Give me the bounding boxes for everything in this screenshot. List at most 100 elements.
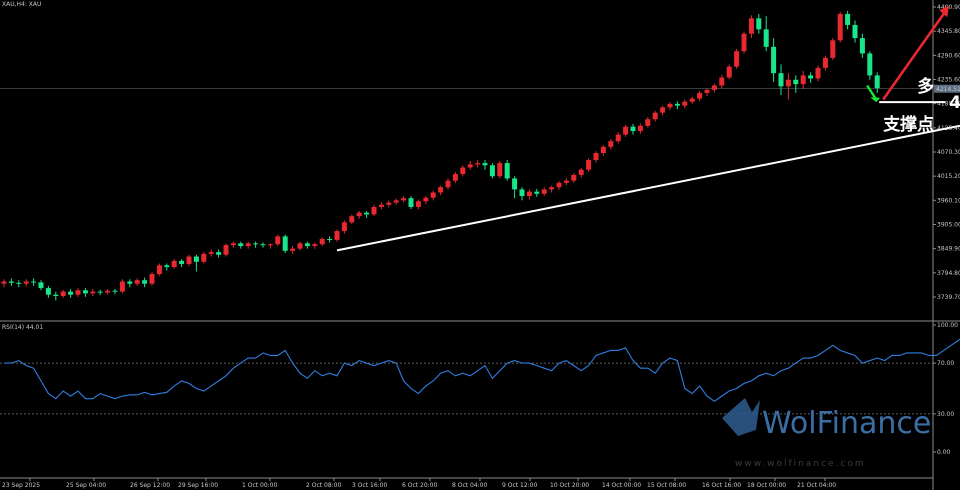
watermark-site: www.wolfinance.com — [735, 459, 866, 469]
candle-body — [608, 141, 614, 147]
candle-body — [201, 253, 207, 262]
rsi-tick-label: 0.00 — [937, 449, 951, 456]
price-tick-label: 3960.10 — [937, 197, 960, 204]
candle-body — [748, 18, 754, 34]
candle-body — [637, 125, 643, 132]
time-tick-label: 9 Oct 12:00 — [502, 482, 537, 489]
time-tick-label: 21 Oct 04:00 — [797, 482, 836, 489]
support-caption: 支撑点 — [883, 114, 934, 135]
candle-body — [267, 244, 273, 246]
time-tick-label: 23 Sep 2025 — [2, 482, 40, 489]
candle-body — [290, 248, 296, 251]
time-tick-label: 18 Oct 00:00 — [747, 482, 786, 489]
candle-body — [645, 119, 651, 126]
time-tick-label: 16 Oct 16:00 — [702, 482, 741, 489]
price-tick-label: 4235.60 — [937, 77, 960, 84]
watermark-brand: WolFinance — [762, 406, 931, 441]
candle-body — [652, 112, 658, 120]
candle-body — [512, 178, 518, 190]
candle-body — [467, 164, 473, 168]
price-tick-label: 3794.80 — [937, 270, 960, 277]
candle-body — [674, 103, 680, 106]
pullback-arrow — [866, 84, 878, 101]
support-trendline — [336, 124, 960, 252]
candle-body — [460, 167, 466, 175]
bias-label: 多 — [917, 76, 934, 97]
candle-body — [60, 291, 66, 296]
candle-body — [489, 165, 495, 177]
pullback-arrowhead — [870, 97, 881, 103]
current-price-tag-label: 4214.51 — [936, 86, 960, 93]
candle-body — [519, 189, 525, 196]
candle-body — [364, 212, 370, 215]
rsi-tick-label: 30.00 — [937, 411, 954, 418]
candle-body — [327, 238, 333, 240]
rsi-tick-label: 70.00 — [937, 360, 954, 367]
candle-body — [171, 260, 177, 268]
candle-body — [105, 290, 111, 293]
candle-body — [186, 256, 192, 264]
candle-body — [75, 290, 81, 295]
price-tick-label: 4070.30 — [937, 149, 960, 156]
candle-body — [31, 281, 37, 283]
candle-body — [230, 243, 236, 246]
candle-body — [423, 197, 429, 202]
rsi-title: RSI(14) 44.01 — [2, 324, 43, 331]
candle-body — [837, 13, 843, 41]
time-tick-label: 2 Oct 08:00 — [306, 482, 341, 489]
price-tick-label: 4345.80 — [937, 28, 960, 35]
candle-body — [349, 216, 355, 223]
candle-body — [822, 57, 828, 68]
time-tick-label: 3 Oct 16:00 — [352, 482, 387, 489]
candle-body — [45, 288, 51, 295]
candle-body — [563, 180, 569, 183]
candle-body — [726, 66, 732, 78]
time-tick-label: 8 Oct 04:00 — [452, 482, 487, 489]
candle-body — [393, 200, 399, 203]
time-tick-label: 6 Oct 20:00 — [402, 482, 437, 489]
candle-body — [341, 222, 347, 232]
candle-body — [23, 281, 29, 284]
candle-body — [578, 169, 584, 175]
candle-body — [556, 182, 562, 188]
candle-body — [127, 281, 133, 284]
candle-body — [859, 38, 865, 54]
candle-body — [586, 160, 592, 170]
candle-body — [408, 198, 414, 207]
price-tick-label: 3905.00 — [937, 222, 960, 229]
candle-body — [378, 204, 384, 207]
time-tick-label: 25 Sep 04:00 — [66, 482, 106, 489]
candle-body — [208, 252, 214, 254]
candle-body — [156, 265, 162, 275]
candle-body — [704, 89, 710, 93]
rsi-tick-label: 100.00 — [937, 322, 958, 329]
candle-body — [600, 146, 606, 154]
candle-body — [238, 243, 244, 246]
candle-body — [771, 46, 777, 74]
time-tick-label: 14 Oct 00:00 — [602, 482, 641, 489]
candle-body — [53, 294, 59, 296]
candle-body — [800, 75, 806, 85]
candle-body — [808, 75, 814, 79]
time-tick-label: 26 Sep 12:00 — [130, 482, 170, 489]
price-tick-label: 4290.60 — [937, 52, 960, 59]
candle-body — [793, 79, 799, 85]
candle-body — [697, 92, 703, 99]
candle-body — [68, 291, 74, 295]
current-price-tag — [934, 84, 960, 93]
candle-body — [430, 192, 436, 198]
candle-body — [8, 281, 14, 283]
candle-body — [534, 191, 540, 194]
candle-body — [438, 187, 444, 193]
candle-body — [763, 29, 769, 47]
candle-body — [193, 256, 199, 262]
candle-body — [38, 282, 44, 289]
candle-body — [386, 202, 392, 205]
candle-body — [415, 201, 421, 207]
candle-body — [16, 282, 22, 284]
candle-body — [312, 244, 318, 246]
chart-title: XAU,H4: XAU — [2, 1, 41, 8]
candle-body — [356, 212, 362, 217]
candle-body — [112, 290, 118, 292]
candle-body — [830, 40, 836, 58]
